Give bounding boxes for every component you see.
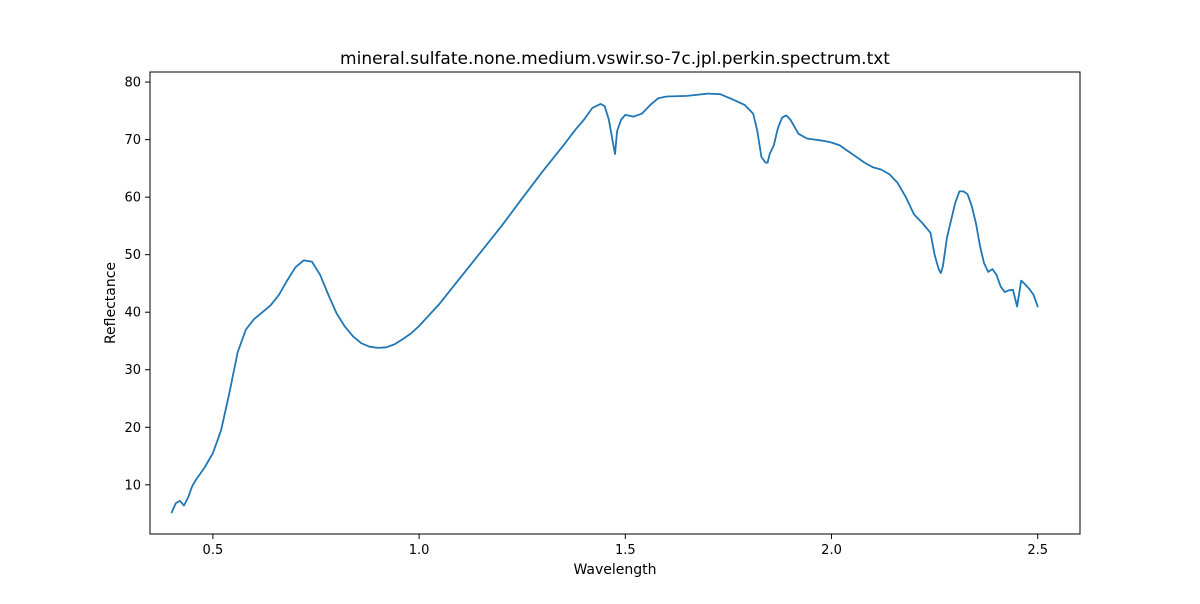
y-tick-label: 20 xyxy=(124,421,141,436)
y-tick-label: 50 xyxy=(124,248,141,263)
x-tick-label: 2.0 xyxy=(821,543,842,558)
plot-frame xyxy=(149,71,1081,535)
x-tick-label: 0.5 xyxy=(203,543,224,558)
y-tick-label: 40 xyxy=(124,306,141,321)
x-tick-label: 1.5 xyxy=(615,543,636,558)
x-axis-ticks: 0.5 1.0 1.5 2.0 2.5 xyxy=(203,534,1048,558)
plot-area xyxy=(150,72,1080,534)
spectrum-line xyxy=(170,92,1039,514)
series-layer xyxy=(170,92,1039,514)
y-tick-label: 80 xyxy=(124,76,141,91)
y-tick-label: 70 xyxy=(124,133,141,148)
x-tick-label: 2.5 xyxy=(1027,543,1048,558)
chart-title: mineral.sulfate.none.medium.vswir.so-7c.… xyxy=(340,49,890,69)
y-tick-label: 10 xyxy=(124,478,141,493)
x-tick-label: 1.0 xyxy=(409,543,430,558)
x-axis-label: Wavelength xyxy=(573,562,656,578)
y-tick-label: 30 xyxy=(124,363,141,378)
y-tick-label: 60 xyxy=(124,191,141,206)
y-axis-ticks: 10 20 30 40 50 60 70 80 xyxy=(124,76,150,493)
y-axis-label: Reflectance xyxy=(103,262,119,344)
